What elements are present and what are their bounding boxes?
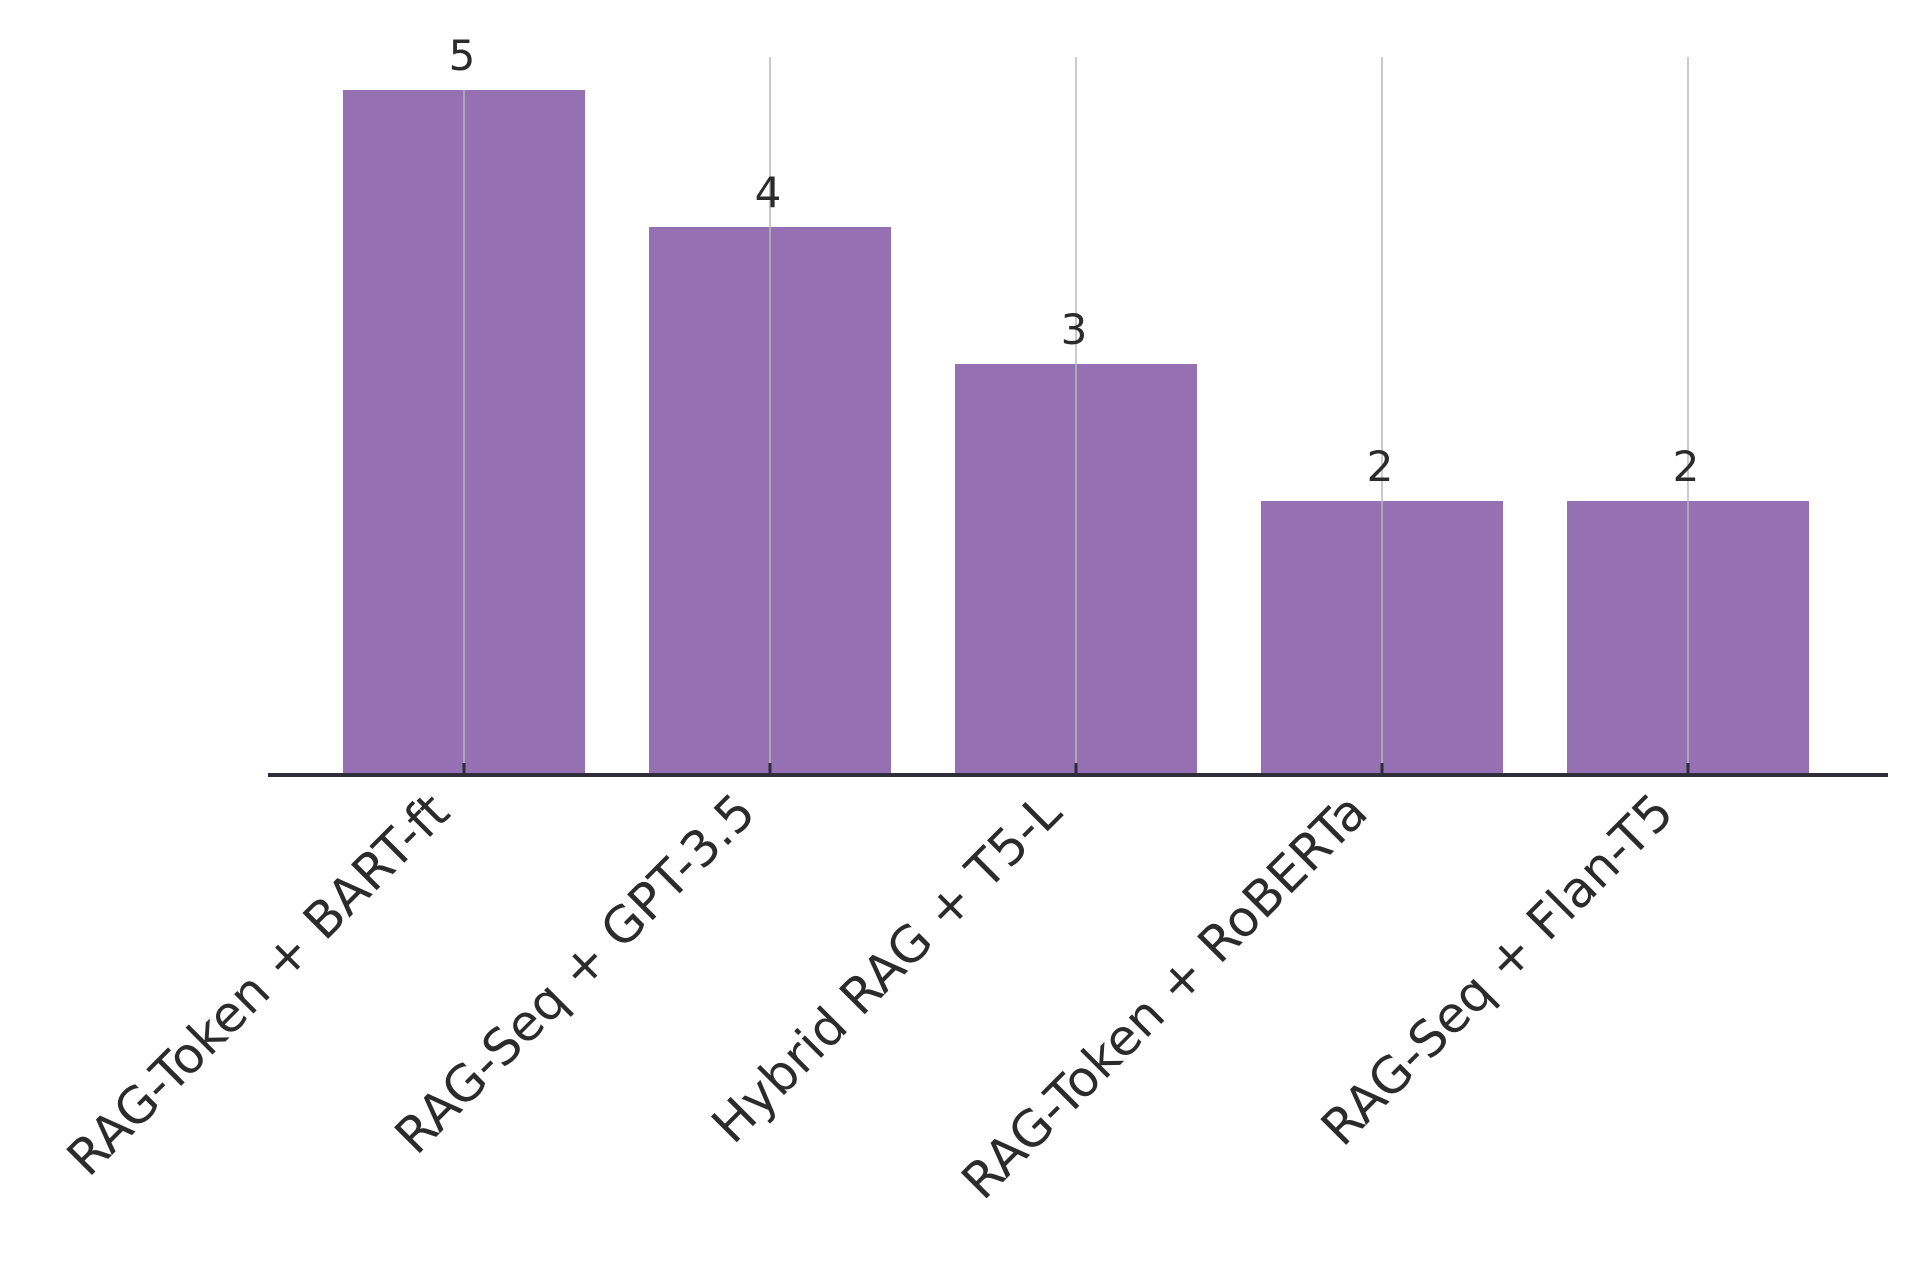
data-label-4: 2 [1367,442,1394,491]
x-axis [268,763,1888,777]
data-labels-group: 5 4 3 2 2 [449,31,1700,491]
data-label-1: 5 [449,31,476,80]
data-label-3: 3 [1061,305,1088,354]
data-label-5: 2 [1673,442,1700,491]
x-tick-label-5: RAG-Seq + Flan-T5 [1310,782,1684,1156]
x-tick-label-3: Hybrid RAG + T5-L [701,782,1073,1154]
guide-lines-group [463,57,1689,775]
data-label-2: 4 [755,168,782,217]
